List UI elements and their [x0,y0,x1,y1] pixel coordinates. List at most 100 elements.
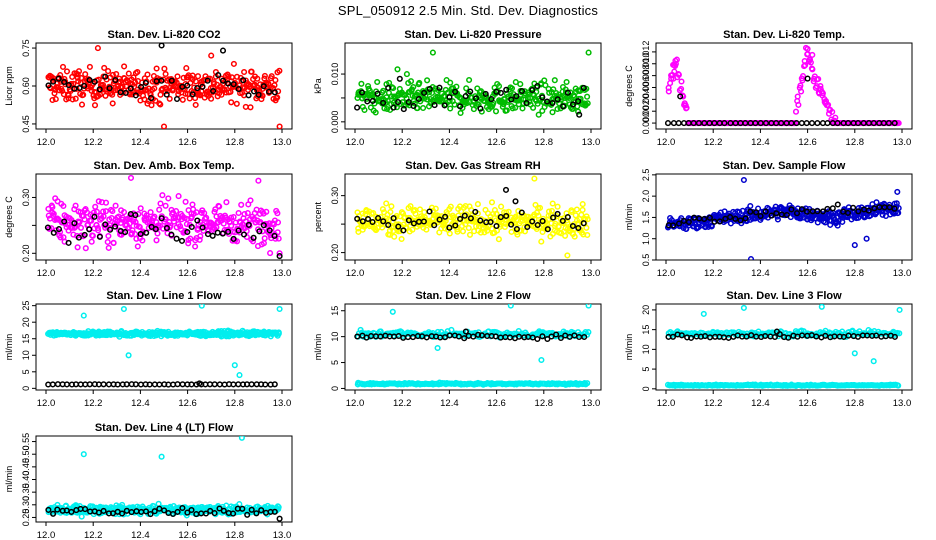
point-series-1 [68,508,75,515]
x-tick-label: 12.4 [751,137,770,148]
point-series-1 [426,85,433,92]
point-series-0 [410,83,417,91]
point-series-1 [446,224,453,231]
point-series-1 [230,235,237,242]
point-series-0 [151,85,158,92]
x-tick-label: 12.6 [798,398,817,409]
point-series-1 [564,89,571,96]
point-series-1 [410,220,417,227]
point-series-0 [501,223,508,231]
y-axis-label: ml/min [624,204,634,231]
x-tick-label: 12.2 [84,530,103,540]
point-series-0 [49,204,56,211]
point-series-1 [96,86,103,93]
point-series-1 [184,82,191,89]
point-series-0 [225,73,232,80]
point-series-0 [148,102,155,109]
point-series-0 [564,252,571,259]
point-series-0 [815,75,822,83]
point-series-0 [183,65,190,72]
point-series-1 [174,381,181,388]
point-series-1 [106,85,113,92]
point-series-1 [240,77,247,84]
point-series-0 [109,91,116,98]
point-series-0 [548,207,555,214]
point-series-1 [395,223,402,230]
point-series-1 [829,205,836,212]
point-series-1 [196,380,203,387]
data-points [45,43,283,129]
data-points [354,304,592,388]
point-series-1 [100,507,107,514]
y-tick-label: 0.000 [330,111,340,134]
point-series-1 [405,99,412,106]
point-series-1 [400,227,407,234]
x-tick-label: 12.2 [704,398,723,409]
point-series-0 [216,203,223,210]
point-series-1 [91,213,98,220]
x-tick-label: 13.0 [273,530,292,540]
point-series-1 [421,89,428,96]
point-series-1 [123,381,130,388]
point-series-0 [573,206,580,213]
point-series-0 [228,99,235,106]
chart-panel-10: Stan. Dev. Line 4 (LT) Flow 12.0 12.2 12.4 1… [4,422,293,540]
point-series-0 [795,101,802,108]
point-series-1 [742,215,749,222]
plot-frame [35,435,293,523]
point-series-0 [515,101,522,108]
y-tick-label: 0.010 [330,63,340,86]
x-tick-label: 12.6 [178,530,197,540]
point-series-0 [420,104,427,112]
point-series-0 [182,90,189,97]
y-tick-label: 0 [330,386,340,391]
y-axis-label: ml/min [4,334,14,361]
point-series-0 [72,95,79,102]
point-series-1 [184,228,191,236]
point-series-1 [44,224,51,231]
point-series-0 [794,93,801,100]
point-series-1 [132,212,139,219]
point-series-0 [390,85,397,92]
x-tick-label: 12.8 [535,398,554,409]
point-series-1 [216,381,223,388]
point-series-1 [86,226,93,233]
y-tick-label: 0.30 [330,187,340,205]
chart-panel-8: Stan. Dev. Line 2 Flow 12.0 12.2 12.4 12.6 12… [313,290,602,409]
point-series-0 [819,90,826,97]
point-series-0 [372,109,379,116]
point-series-1 [165,381,172,388]
y-tick-label: 0.000 [641,112,651,135]
point-series-1 [732,215,739,222]
point-series-1 [147,511,154,518]
y-axis-label: degrees C [624,65,634,107]
point-series-1 [199,224,206,231]
x-tick-label: 12.2 [393,268,412,279]
point-series-1 [235,227,242,234]
point-series-1 [409,334,417,341]
point-series-0 [159,192,166,199]
point-series-0 [50,210,57,217]
point-series-1 [225,80,232,87]
point-series-0 [708,223,715,230]
point-series-1 [891,120,898,127]
point-series-1 [701,215,708,223]
point-series-0 [276,250,283,257]
point-series-1 [385,84,392,91]
point-series-0 [276,305,283,313]
point-series-0 [249,238,257,245]
point-series-1 [250,234,257,241]
point-series-0 [700,310,707,317]
plot-frame [35,173,293,261]
point-series-0 [804,50,811,57]
point-series-0 [412,210,419,217]
point-series-1 [271,89,278,96]
point-series-0 [403,71,410,78]
point-series-1 [550,214,557,221]
y-tick-label: 0.012 [641,41,651,64]
point-series-0 [92,203,99,210]
point-series-1 [478,332,485,339]
point-series-1 [664,120,672,127]
point-series-0 [799,73,807,80]
point-series-1 [364,98,371,105]
